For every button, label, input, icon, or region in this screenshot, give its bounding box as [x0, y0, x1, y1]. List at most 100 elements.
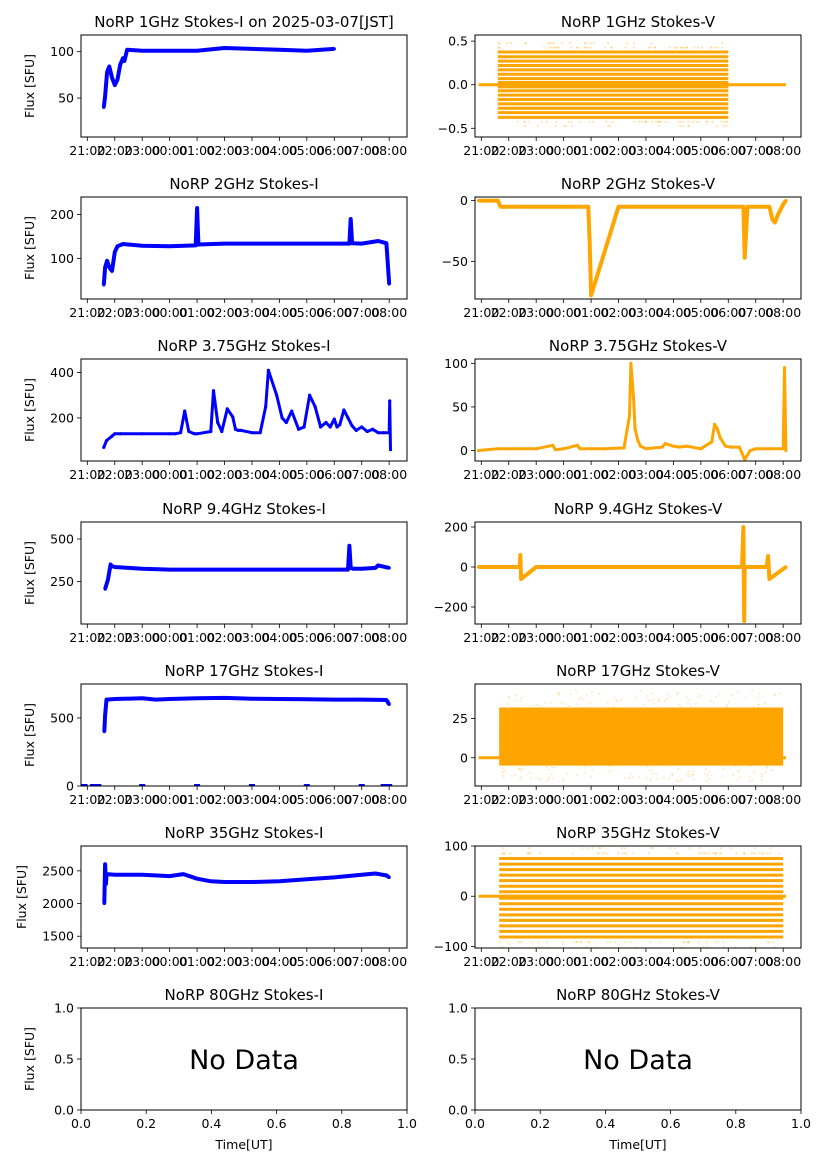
- data-point: [107, 265, 111, 269]
- outlier-point: [529, 746, 532, 749]
- data-point: [332, 698, 336, 702]
- data-point: [250, 880, 254, 884]
- data-point: [126, 566, 131, 570]
- subplot-title: NoRP 1GHz Stokes-V: [561, 13, 716, 31]
- outlier-point: [694, 750, 697, 753]
- outlier-point: [766, 764, 769, 767]
- plot-area: [478, 42, 786, 128]
- outlier-point: [613, 762, 616, 765]
- outlier-point: [600, 724, 603, 726]
- outlier-point: [571, 754, 574, 756]
- x-tick-label: 23:00: [124, 954, 160, 969]
- outlier-point: [517, 767, 520, 770]
- outlier-point: [508, 709, 511, 711]
- subplot-4: −50021:0022:0023:0000:0001:0002:0003:000…: [442, 175, 802, 320]
- outlier-point: [633, 120, 636, 123]
- x-tick-label: 05:00: [683, 305, 719, 320]
- data-point: [313, 405, 317, 409]
- outlier-point: [580, 696, 583, 699]
- data-point: [518, 553, 522, 557]
- y-axis-label: Flux [SFU]: [22, 54, 37, 118]
- subplot-title: NoRP 1GHz Stokes-I on 2025-03-07[JST]: [94, 13, 394, 31]
- outlier-point: [636, 760, 639, 763]
- outlier-point: [736, 721, 739, 724]
- outlier-point: [703, 746, 705, 749]
- x-tick-label: 08:00: [371, 954, 407, 969]
- zero-level-point: [380, 784, 387, 786]
- outlier-point: [552, 766, 555, 769]
- x-tick-label: 21:00: [463, 305, 499, 320]
- data-point: [347, 242, 351, 246]
- outlier-point: [580, 712, 583, 715]
- outlier-point: [588, 120, 591, 123]
- outlier-point: [765, 754, 767, 757]
- outlier-point: [570, 726, 573, 729]
- outlier-point: [663, 776, 666, 779]
- outlier-point: [509, 852, 512, 855]
- axes-frame: [474, 34, 802, 138]
- outlier-point: [520, 776, 522, 779]
- series-line: [101, 46, 335, 108]
- data-point: [638, 444, 643, 448]
- outlier-point: [498, 46, 501, 49]
- data-point: [644, 565, 648, 569]
- outlier-point: [528, 847, 531, 850]
- outlier-point: [518, 767, 521, 770]
- x-tick-label: 01:00: [179, 143, 215, 158]
- outlier-point: [606, 701, 609, 704]
- zero-level-point: [248, 784, 255, 786]
- outlier-point: [618, 741, 621, 744]
- x-tick-label: 01:00: [179, 630, 215, 645]
- outlier-point: [595, 745, 598, 747]
- outlier-point: [754, 726, 757, 729]
- x-tick-label: 23:00: [124, 305, 160, 320]
- outlier-point: [640, 737, 642, 740]
- outlier-point: [704, 772, 706, 775]
- outlier-point: [600, 749, 603, 752]
- x-tick-label: 0.0: [71, 1116, 91, 1131]
- outlier-point: [713, 701, 716, 703]
- x-tick-label: 04:00: [655, 630, 691, 645]
- outlier-point: [549, 728, 552, 731]
- data-point: [195, 49, 199, 53]
- outlier-point: [625, 42, 628, 45]
- outlier-point: [752, 852, 755, 855]
- outlier-point: [603, 752, 605, 755]
- data-point: [784, 199, 788, 203]
- data-point: [588, 241, 592, 245]
- x-tick-label: 00:00: [152, 792, 188, 807]
- outlier-point: [665, 697, 668, 700]
- x-tick-label: 08:00: [371, 305, 407, 320]
- x-tick-label: 07:00: [738, 792, 774, 807]
- outlier-point: [585, 710, 588, 713]
- outlier-point: [591, 847, 594, 850]
- outlier-point: [566, 772, 568, 775]
- outlier-point: [759, 750, 762, 753]
- outlier-point: [528, 722, 531, 724]
- data-point: [168, 568, 172, 572]
- outlier-point: [561, 777, 564, 780]
- outlier-point: [773, 715, 776, 717]
- outlier-point: [666, 742, 669, 745]
- data-point: [179, 431, 183, 435]
- x-tick-label: 05:00: [683, 143, 719, 158]
- x-tick-label: 0.2: [530, 1116, 550, 1131]
- outlier-point: [632, 46, 635, 49]
- outlier-point: [500, 852, 503, 855]
- outlier-point: [592, 120, 595, 123]
- data-point: [737, 445, 741, 449]
- outlier-point: [672, 744, 674, 746]
- outlier-point: [617, 852, 620, 855]
- outlier-point: [505, 726, 508, 729]
- x-tick-label: 02:00: [601, 792, 637, 807]
- outlier-point: [577, 723, 580, 725]
- x-tick-label: 06:00: [316, 792, 352, 807]
- outlier-point: [518, 778, 521, 780]
- data-point: [754, 447, 758, 451]
- data-point: [277, 568, 281, 572]
- subplot-title: NoRP 9.4GHz Stokes-I: [162, 500, 326, 518]
- data-point: [121, 56, 125, 60]
- data-point: [318, 425, 323, 429]
- outlier-point: [677, 692, 679, 694]
